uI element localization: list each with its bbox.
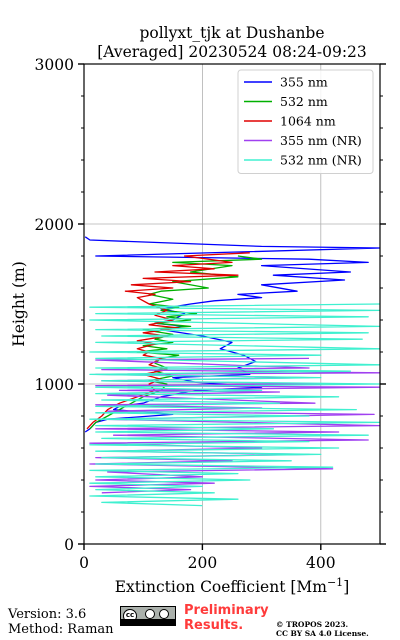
x-tick-label: 200 <box>188 554 218 572</box>
series-line <box>89 303 380 507</box>
x-tick-label: 0 <box>79 554 89 572</box>
method-text: Method: Raman <box>8 622 114 637</box>
chart-title-line1: pollyxt_tjk at Dushanbe <box>139 24 324 42</box>
y-tick-label: 1000 <box>35 376 74 394</box>
cc-by-sa-license-icon: cc <box>120 606 176 626</box>
legend-label: 532 nm (NR) <box>280 153 362 168</box>
chart-title-line2: [Averaged] 20230524 08:24-09:23 <box>97 43 367 61</box>
legend: 355 nm 532 nm 1064 nm 355 nm (NR) 532 nm (NR… <box>237 69 374 174</box>
y-tick-label: 0 <box>64 536 74 554</box>
x-axis-label-exp: −1 <box>327 576 343 589</box>
version-text: Version: 3.6 <box>8 607 87 622</box>
prelim-line1: Preliminary <box>184 603 269 618</box>
by-icon <box>145 609 155 619</box>
prelim-line2: Results. <box>184 618 244 633</box>
legend-label: 355 nm <box>280 75 328 90</box>
y-tick-label: 3000 <box>35 56 74 74</box>
license-strip <box>121 619 175 625</box>
copyright-line2: CC BY SA 4.0 License. <box>276 629 369 638</box>
x-axis-label: Extinction Coefficient [Mm−1] <box>115 576 350 596</box>
sa-icon <box>159 609 169 619</box>
preliminary-results-text: Preliminary Results. <box>184 603 269 633</box>
legend-label: 532 nm <box>280 94 328 109</box>
x-axis-label-main: Extinction Coefficient [Mm <box>115 578 328 596</box>
axis-ticks: 0 1000 2000 3000 0 200 400 <box>35 56 386 572</box>
copyright-text: © TROPOS 2023. CC BY SA 4.0 License. <box>276 620 369 638</box>
x-tick-label: 400 <box>306 554 336 572</box>
plot-frame <box>83 63 381 545</box>
y-axis-label: Height (m) <box>10 261 28 347</box>
legend-box <box>237 69 374 174</box>
legend-label: 355 nm (NR) <box>280 133 362 148</box>
y-tick-label: 2000 <box>35 216 74 234</box>
copyright-line1: © TROPOS 2023. <box>276 620 349 629</box>
legend-label: 1064 nm <box>280 114 336 129</box>
x-axis-label-end: ] <box>343 578 349 596</box>
chart: pollyxt_tjk at Dushanbe [Averaged] 20230… <box>10 24 386 596</box>
